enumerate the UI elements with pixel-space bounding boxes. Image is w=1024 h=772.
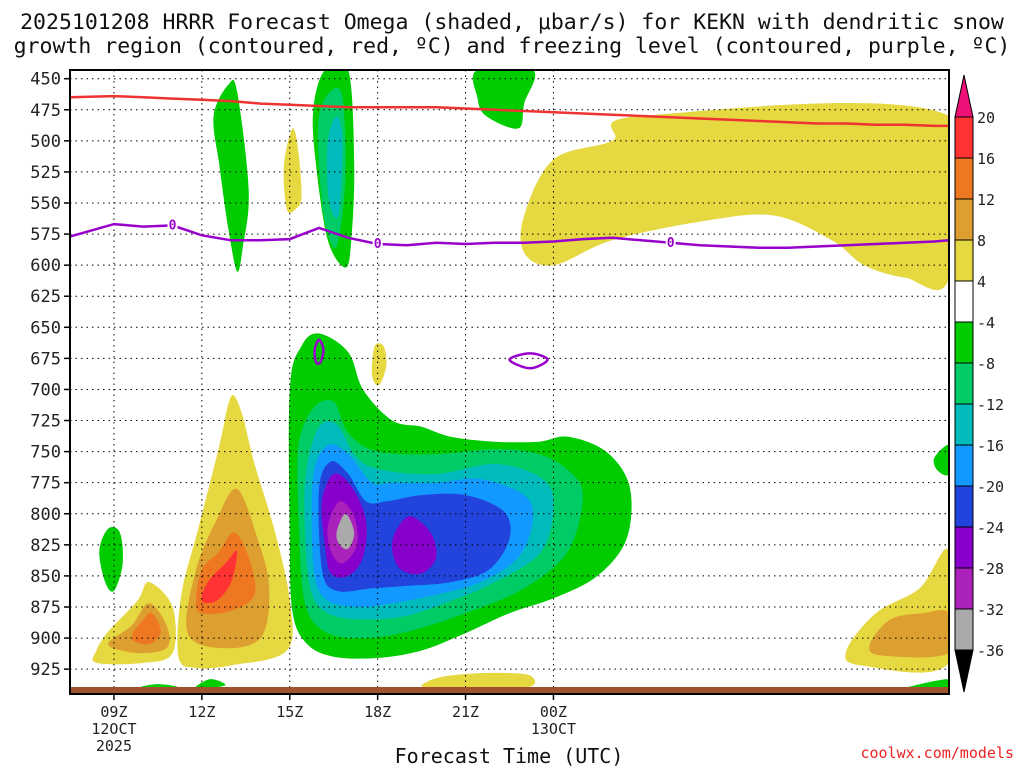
colorbar-label-7: -12 [977,396,1004,414]
colorbar-band-9 [954,485,974,528]
freezing-label-bg-2 [665,234,676,249]
omega-region-23 [336,513,355,550]
omega-region-21 [391,516,437,575]
colorbar-top-arrow [954,74,974,118]
y-tick-label-675: 675 [30,349,61,369]
y-tick-label-550: 550 [30,194,61,214]
omega-region-14 [520,103,949,291]
omega-region-12 [326,116,343,219]
colorbar-band-4 [954,280,974,323]
omega-region-8 [371,343,387,386]
y-tick-label-625: 625 [30,287,61,307]
colorbar-label-3: 8 [977,232,986,250]
x-tick-label-9-0: 18Z [364,703,391,721]
colorbar-label-11: -28 [977,560,1004,578]
colorbar-label-0: 20 [977,109,995,127]
colorbar-band-5 [954,321,974,364]
grid [70,70,949,694]
freezing-closed-contour-0 [313,338,325,365]
colorbar-label-2: 12 [977,191,995,209]
colorbar-band-6 [954,362,974,405]
colorbar-band-2 [954,198,974,241]
x-axis-title: Forecast Time (UTC) [395,744,624,768]
credit-text: coolwx.com/models [860,744,1014,762]
omega-region-9 [213,79,249,272]
chart-title-line-1: 2025101208 HRRR Forecast Omega (shaded, … [20,10,1004,35]
colorbar-label-5: -4 [977,314,995,332]
y-tick-label-925: 925 [30,660,61,680]
y-tick-label-700: 700 [30,380,61,400]
colorbar-band-8 [954,444,974,487]
colorbar-label-1: 16 [977,150,995,168]
colorbar-label-8: -16 [977,437,1004,455]
freezing-label-2: 0 [667,236,675,251]
y-tick-label-650: 650 [30,318,61,338]
colorbar-band-10 [954,526,974,569]
colorbar-band-3 [954,239,974,282]
chart-title-line-2: growth region (contoured, red, ºC) and f… [14,34,1011,59]
omega-region-7 [283,128,302,213]
y-tick-label-500: 500 [30,132,61,152]
colorbar-label-6: -8 [977,355,995,373]
y-tick-label-775: 775 [30,474,61,494]
freezing-label-1: 0 [374,237,382,252]
y-tick-label-850: 850 [30,567,61,587]
colorbar-band-1 [954,157,974,200]
omega-region-25 [933,444,949,476]
omega-region-6 [201,550,238,604]
colorbar-band-7 [954,403,974,446]
omega-region-28 [421,672,536,689]
y-tick-label-450: 450 [30,70,61,90]
y-tick-label-825: 825 [30,536,61,556]
colorbar-label-12: -32 [977,601,1004,619]
freezing-closed-contour-1 [508,352,549,370]
omega-region-2 [131,612,161,645]
series-line-1 [70,222,949,250]
omega-region-30 [194,679,226,690]
colorbar: 20 16 12 8 4 -4 -8 -12 -16 -20 -24 -28 -32 -36 [954,74,1004,693]
ground-strip [70,687,949,694]
y-tick-label-875: 875 [30,598,61,618]
x-tick-label-6-0: 15Z [276,703,303,721]
y-tick-label-575: 575 [30,225,61,245]
freezing-label-bg-1 [372,236,383,251]
omega-region-24 [99,526,124,592]
y-tick-label-600: 600 [30,256,61,276]
x-tick-label-15-1: 13OCT [531,720,576,738]
series-line-0 [70,94,949,128]
plot-frame [69,69,950,695]
omega-shading [92,70,949,692]
y-tick-label-750: 750 [30,443,61,463]
y-tick-label-900: 900 [30,629,61,649]
omega-region-27 [869,610,949,658]
y-tick-label-525: 525 [30,163,61,183]
omega-region-13 [472,70,536,129]
freezing-label-bg-0 [167,217,178,232]
colorbar-band-0 [954,116,974,159]
x-tick-label-15-0: 00Z [540,703,567,721]
colorbar-band-12 [954,608,974,651]
y-tick-label-475: 475 [30,101,61,121]
axes: 450 475 500 525 550 575 600 625 650 675 700 725 750 7… [30,70,576,755]
colorbar-label-13: -36 [977,642,1004,660]
colorbar-band-11 [954,567,974,610]
colorbar-label-9: -20 [977,478,1004,496]
colorbar-label-10: -24 [977,519,1004,537]
x-tick-label-0-0: 09Z [100,703,127,721]
x-tick-label-0-1: 12OCT [91,720,136,738]
x-tick-label-0-2: 2025 [96,737,132,755]
contour-lines: 0 0 0 [70,94,949,370]
y-tick-label-800: 800 [30,505,61,525]
y-tick-label-725: 725 [30,412,61,432]
x-tick-label-12-0: 21Z [452,703,479,721]
colorbar-label-4: 4 [977,273,986,291]
x-tick-label-3-0: 12Z [188,703,215,721]
freezing-label-0: 0 [169,218,177,233]
colorbar-bottom-arrow [954,649,974,693]
